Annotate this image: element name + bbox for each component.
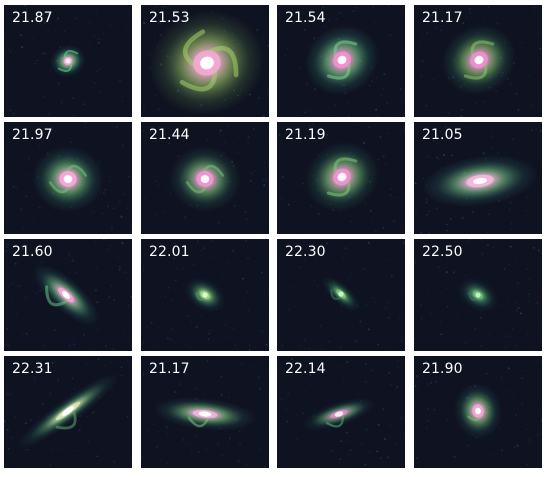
galaxy-panel: 21.17 bbox=[141, 356, 269, 468]
galaxy-image bbox=[142, 239, 268, 351]
magnitude-label: 22.14 bbox=[285, 361, 326, 377]
galaxy-image bbox=[141, 122, 269, 234]
galaxy-panel: 22.01 bbox=[141, 239, 269, 351]
galaxy-image bbox=[5, 239, 132, 351]
magnitude-label: 21.90 bbox=[422, 361, 463, 377]
galaxy-panel: 21.60 bbox=[4, 239, 132, 351]
galaxy-panel: 21.54 bbox=[277, 5, 405, 117]
galaxy-panel: 21.90 bbox=[414, 356, 542, 468]
galaxy-panel: 22.50 bbox=[414, 239, 542, 351]
galaxy-panel: 22.30 bbox=[277, 239, 405, 351]
galaxy-image bbox=[414, 5, 542, 117]
magnitude-label: 21.60 bbox=[12, 244, 53, 260]
galaxy-panel: 21.05 bbox=[414, 122, 542, 234]
galaxy-image bbox=[414, 356, 542, 468]
magnitude-label: 21.05 bbox=[422, 127, 463, 143]
galaxy-image bbox=[414, 122, 542, 234]
galaxy-panel: 21.19 bbox=[277, 122, 405, 234]
galaxy-panel: 21.53 bbox=[141, 5, 269, 117]
galaxy-panel: 21.97 bbox=[4, 122, 132, 234]
magnitude-label: 22.31 bbox=[12, 361, 53, 377]
magnitude-label: 22.01 bbox=[149, 244, 190, 260]
galaxy-panel: 21.17 bbox=[414, 5, 542, 117]
galaxy-image bbox=[4, 5, 128, 117]
galaxy-image bbox=[280, 356, 405, 466]
galaxy-panel: 22.14 bbox=[277, 356, 405, 468]
galaxy-image bbox=[141, 356, 269, 468]
galaxy-image bbox=[278, 239, 405, 350]
magnitude-label: 21.44 bbox=[149, 127, 190, 143]
galaxy-image bbox=[277, 123, 405, 233]
galaxy-image bbox=[4, 356, 132, 468]
magnitude-label: 21.97 bbox=[12, 127, 53, 143]
magnitude-label: 21.17 bbox=[422, 10, 463, 26]
galaxy-image bbox=[278, 5, 405, 117]
galaxy-panel: 21.87 bbox=[4, 5, 132, 117]
galaxy-panel: 22.31 bbox=[4, 356, 132, 468]
magnitude-label: 22.50 bbox=[422, 244, 463, 260]
magnitude-label: 21.87 bbox=[12, 10, 53, 26]
magnitude-label: 21.19 bbox=[285, 127, 326, 143]
magnitude-label: 22.30 bbox=[285, 244, 326, 260]
magnitude-label: 21.54 bbox=[285, 10, 326, 26]
magnitude-label: 21.53 bbox=[149, 10, 190, 26]
magnitude-label: 21.17 bbox=[149, 361, 190, 377]
galaxy-image bbox=[141, 5, 269, 117]
galaxy-image bbox=[5, 122, 132, 233]
galaxy-panel: 21.44 bbox=[141, 122, 269, 234]
galaxy-image bbox=[414, 239, 542, 349]
